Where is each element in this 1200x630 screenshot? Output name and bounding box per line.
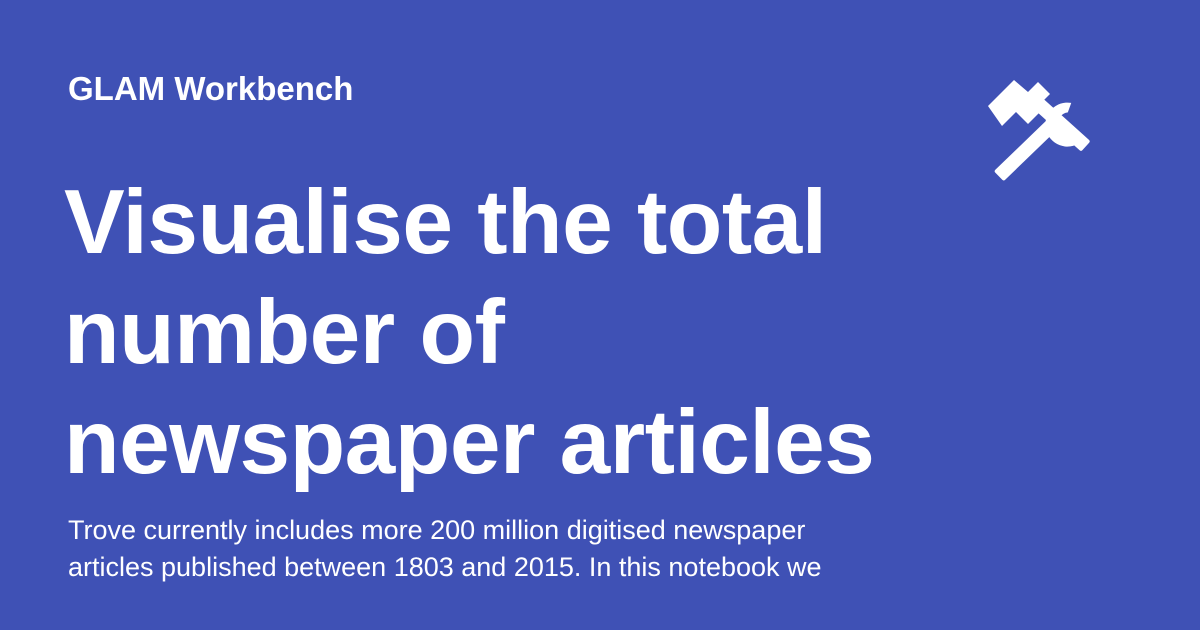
- hammer-wrench-icon: [980, 72, 1108, 192]
- site-name: GLAM Workbench: [68, 70, 354, 107]
- description-line: Trove currently includes more 200 millio…: [68, 515, 806, 545]
- page-title: Visualise the total number of newspaper …: [64, 168, 924, 498]
- page-title-line: Visualise the total: [64, 172, 827, 273]
- page-title-line: number of: [64, 282, 505, 383]
- description-line: articles published between 1803 and 2015…: [68, 552, 822, 582]
- page-title-line: newspaper articles: [64, 392, 875, 493]
- page-description: Trove currently includes more 200 millio…: [68, 512, 928, 586]
